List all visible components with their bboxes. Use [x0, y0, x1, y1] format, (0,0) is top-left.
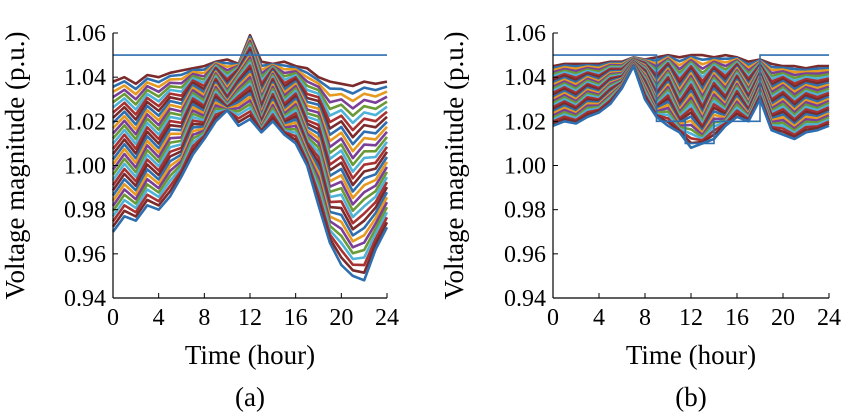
series-line [111, 95, 389, 243]
series-line [112, 33, 388, 88]
x-tick-label: 24 [817, 305, 841, 331]
series-line [112, 37, 388, 103]
y-tick-label: 0.94 [64, 286, 106, 312]
series-line [552, 58, 830, 98]
series-line [111, 82, 389, 219]
x-tick-label: 4 [153, 305, 165, 331]
y-axis-title: Voltage magnitude (p.u.) [0, 32, 30, 300]
x-tick-label: 4 [593, 305, 605, 331]
x-tick-label: 24 [375, 305, 399, 331]
y-axis-title: Voltage magnitude (p.u.) [439, 32, 469, 300]
series-line [112, 44, 388, 125]
y-tick-label: 0.98 [504, 198, 546, 224]
x-tick-label: 16 [725, 305, 749, 331]
series-line [552, 58, 830, 91]
series-line [111, 76, 389, 206]
x-tick-label: 12 [679, 305, 703, 331]
series-line [112, 48, 388, 139]
y-tick-label: 1.06 [64, 21, 106, 47]
panel-b: 0 4 8 12 16 20 24 0.94 0.96 0.98 1.00 1.02 1.04 1.06 T… [439, 21, 841, 412]
series-line [111, 67, 389, 187]
series-line [112, 41, 388, 117]
series-line [552, 59, 830, 102]
y-tick-label: 1.00 [64, 154, 106, 180]
series-line [112, 61, 389, 173]
x-tick-label: 20 [329, 305, 353, 331]
series-line [111, 99, 389, 249]
y-tick-label: 1.06 [504, 21, 546, 47]
series-line [111, 88, 389, 231]
x-tick-label: 20 [771, 305, 795, 331]
series-line [111, 73, 389, 200]
series-group [111, 33, 389, 282]
series-line [111, 92, 389, 237]
x-tick-label: 12 [238, 305, 262, 331]
series-line [111, 64, 389, 180]
y-tick-label: 0.96 [64, 242, 106, 268]
series-line [552, 58, 830, 95]
series-line [111, 79, 389, 212]
panel-a: 0 4 8 12 16 20 24 0.94 0.96 0.98 1.00 1.02 1.04 1.06 T… [0, 21, 399, 412]
series-line [112, 39, 388, 110]
x-tick-label: 0 [107, 305, 119, 331]
upper-limit-line [553, 54, 829, 145]
series-line [111, 70, 389, 193]
series-line [552, 57, 830, 85]
y-tick-label: 1.04 [504, 65, 546, 91]
series-line [112, 58, 389, 167]
series-line [552, 64, 830, 150]
series-line [111, 109, 389, 267]
y-tick-label: 1.02 [504, 109, 546, 135]
series-line [552, 56, 830, 74]
series-line [111, 85, 389, 225]
panel-label: (a) [235, 382, 265, 412]
series-line [552, 54, 830, 72]
series-line [111, 106, 389, 261]
x-tick-label: 8 [198, 305, 210, 331]
y-tick-label: 1.02 [64, 109, 106, 135]
y-tick-label: 1.04 [64, 65, 106, 91]
series-line [112, 56, 388, 160]
series-line [112, 35, 388, 95]
series-line [112, 46, 388, 132]
y-tick-label: 0.98 [64, 198, 106, 224]
x-axis-title: Time (hour) [185, 340, 315, 370]
x-axis-title: Time (hour) [626, 340, 756, 370]
series-group [552, 53, 830, 150]
y-tick-label: 0.94 [504, 286, 546, 312]
series-line [552, 58, 830, 88]
x-tick-label: 8 [639, 305, 651, 331]
series-line [552, 56, 830, 77]
series-line [111, 102, 389, 255]
series-line [112, 51, 388, 146]
series-line [552, 57, 830, 80]
series-line [111, 109, 389, 282]
x-tick-label: 16 [284, 305, 308, 331]
x-tick-label: 0 [547, 305, 559, 331]
series-line [552, 53, 829, 70]
series-line [552, 57, 830, 83]
series-line [111, 109, 389, 275]
y-tick-label: 0.96 [504, 242, 546, 268]
panel-label: (b) [675, 382, 706, 412]
y-tick-label: 1.00 [504, 154, 546, 180]
